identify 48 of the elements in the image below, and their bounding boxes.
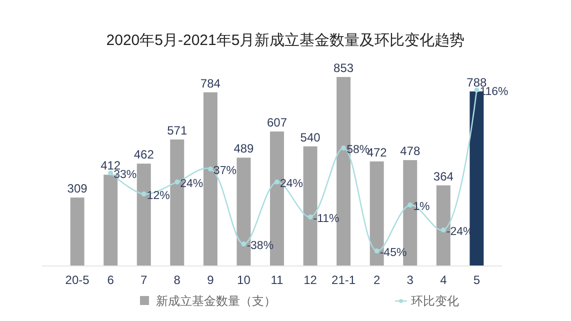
x-tick-label: 7 <box>140 273 148 287</box>
data-label: 853 <box>334 61 354 75</box>
data-label: 309 <box>67 182 88 196</box>
data-label: 489 <box>234 142 254 156</box>
legend-label: 新成立基金数量（支） <box>156 294 276 308</box>
point <box>174 180 180 184</box>
data-label: 784 <box>200 76 221 90</box>
x-tick-label: 3 <box>406 273 414 287</box>
data-label: 540 <box>300 130 321 144</box>
data-label: -11% <box>313 213 340 225</box>
point <box>108 170 114 176</box>
point <box>274 180 280 184</box>
data-label: 364 <box>433 169 454 184</box>
point <box>474 88 480 92</box>
bar <box>70 198 84 266</box>
data-label: 607 <box>266 116 288 130</box>
data-label: 571 <box>167 123 188 138</box>
point <box>408 202 413 208</box>
x-tick-label: 12 <box>304 273 318 287</box>
x-tick-label: 21-1 <box>332 273 356 287</box>
x-tick-label: 20-5 <box>65 273 90 287</box>
data-label: 37% <box>213 165 236 177</box>
legend-label: 环比变化 <box>411 294 459 308</box>
x-tick-label: 2 <box>374 273 380 287</box>
data-label: 1% <box>413 201 430 213</box>
x-tick-label: 6 <box>107 273 114 287</box>
x-tick-label: 11 <box>270 273 284 287</box>
data-label: 462 <box>134 148 154 162</box>
point <box>208 166 213 172</box>
data-label: -38% <box>246 240 274 252</box>
chart-title: 2020年5月-2021年5月新成立基金数量及环比变化趋势 <box>106 32 465 49</box>
data-label: 478 <box>400 144 420 158</box>
point <box>141 192 146 196</box>
x-tick-label: 10 <box>237 273 251 287</box>
point <box>341 146 346 150</box>
data-label: 116% <box>480 86 508 98</box>
data-label: 24% <box>280 178 304 190</box>
x-tick-label: 9 <box>207 273 214 287</box>
x-tick-label: 8 <box>174 273 181 287</box>
point <box>440 228 446 232</box>
data-label: -45% <box>380 247 407 259</box>
point <box>374 248 380 254</box>
point <box>308 214 313 220</box>
point <box>241 242 246 246</box>
data-label: 24% <box>180 178 204 190</box>
x-tick-label: 4 <box>440 273 448 287</box>
x-tick-label: 5 <box>473 273 480 287</box>
data-label: 12% <box>146 190 170 202</box>
